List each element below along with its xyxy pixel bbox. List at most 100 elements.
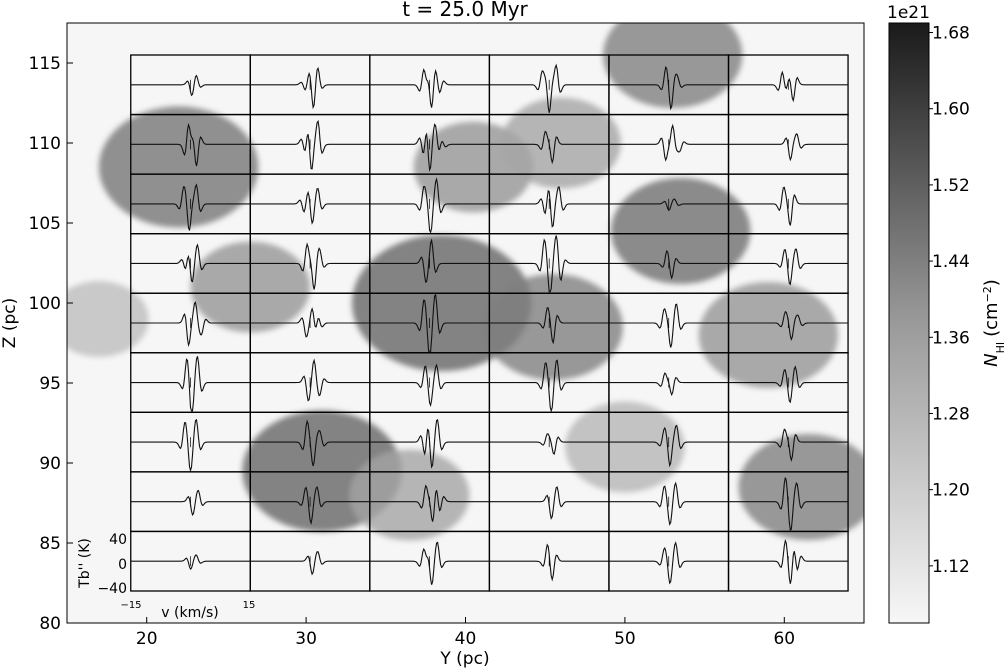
spectrum-line xyxy=(728,70,849,103)
colorbar-tick: 1.20 xyxy=(929,481,970,501)
y-tick-label: 95 xyxy=(39,374,61,394)
spectrum-line xyxy=(489,235,609,293)
spectrum-panel xyxy=(727,530,849,592)
spectrum-line xyxy=(728,538,849,584)
y-tick: 85 xyxy=(39,534,73,554)
spectrum-line xyxy=(130,356,251,412)
spectrum-line xyxy=(609,65,729,111)
colorbar-tick: 1.44 xyxy=(929,252,970,272)
spectrum-line xyxy=(369,484,490,522)
inset-y-axis-label: Tb'' (K) xyxy=(77,538,93,589)
spectrum-line xyxy=(369,238,490,284)
colorbar-label: NHI (cm−2) xyxy=(981,279,1007,367)
chart-title: t = 25.0 Myr xyxy=(402,0,528,21)
inset-y-tick-label: −40 xyxy=(97,581,127,597)
spectrum-line xyxy=(609,249,729,280)
spectrum-line xyxy=(489,543,609,582)
spectrum-line xyxy=(489,307,609,345)
spectrum-line xyxy=(489,359,609,413)
colorbar-tick: 1.28 xyxy=(929,404,970,424)
spectrum-line xyxy=(728,248,849,286)
density-blob xyxy=(610,177,751,285)
x-tick-label: 50 xyxy=(614,629,636,649)
y-tick: 100 xyxy=(29,294,73,314)
colorbar-tick-label: 1.44 xyxy=(932,252,970,272)
spectrum-line xyxy=(130,418,251,473)
spectrum-line xyxy=(130,243,251,283)
y-tick: 110 xyxy=(29,134,73,154)
inset-axis-labels: 40 0 −40 Tb'' (K) −15 15 v (km/s) xyxy=(77,532,255,621)
spectrum-line xyxy=(369,363,490,408)
density-blob xyxy=(501,97,621,189)
y-tick-label: 85 xyxy=(39,534,61,554)
density-blob xyxy=(349,449,470,541)
colorbar-tick-label: 1.60 xyxy=(932,100,970,120)
y-axis-ticks: 80 85 90 95 100 105 110 115 xyxy=(29,54,73,634)
y-axis-label: Z (pc) xyxy=(0,298,20,348)
colorbar-tick-label: 1.20 xyxy=(932,481,970,501)
colorbar-tick: 1.68 xyxy=(929,24,970,44)
spectra-panel-grid xyxy=(130,54,849,592)
spectrum-line xyxy=(609,481,729,526)
colorbar-tick: 1.60 xyxy=(929,100,970,120)
spectrum-line xyxy=(130,301,251,348)
inset-y-tick: −40 xyxy=(97,581,127,597)
inset-y-tick-label: 0 xyxy=(118,557,127,573)
spectrum-line xyxy=(369,177,490,234)
spectrum-line xyxy=(130,489,251,517)
spectrum-line xyxy=(250,358,370,402)
spectrum-line xyxy=(369,418,490,469)
spectrum-line xyxy=(489,186,609,228)
y-tick-label: 110 xyxy=(29,134,61,154)
density-blob xyxy=(698,281,839,389)
spectrum-line xyxy=(609,372,729,397)
y-tick-label: 115 xyxy=(29,54,61,74)
y-tick: 115 xyxy=(29,54,73,74)
x-tick: 20 xyxy=(136,617,158,649)
spectrum-line xyxy=(728,365,849,404)
inset-x-tick: −15 xyxy=(120,600,141,611)
colorbar-tick-label: 1.12 xyxy=(932,557,970,577)
colorbar-label-close: ) xyxy=(981,279,1002,286)
y-tick: 95 xyxy=(39,374,73,394)
density-blob xyxy=(67,281,149,357)
spectrum-line xyxy=(728,428,849,463)
spectrum-line xyxy=(728,310,849,341)
density-blob xyxy=(603,23,743,108)
inset-x-tick-label: 15 xyxy=(243,600,256,611)
spectrum-line xyxy=(489,486,609,520)
y-tick-label: 90 xyxy=(39,454,61,474)
x-tick-label: 30 xyxy=(295,629,317,649)
spectrum-line xyxy=(250,188,370,225)
inset-x-tick: 15 xyxy=(243,600,256,611)
spectrum-line xyxy=(728,186,849,226)
colorbar-gradient xyxy=(888,22,930,624)
y-tick-label: 105 xyxy=(29,214,61,234)
density-blob xyxy=(483,273,623,381)
y-tick: 80 xyxy=(39,614,73,634)
colorbar-tick-label: 1.28 xyxy=(932,404,970,424)
colorbar-tick: 1.12 xyxy=(929,557,970,577)
x-tick-label: 40 xyxy=(455,629,477,649)
colorbar-tick-label: 1.36 xyxy=(932,328,970,348)
colorbar-tick: 1.36 xyxy=(929,328,970,348)
inset-y-tick: 40 xyxy=(109,532,127,548)
density-blob xyxy=(98,106,259,228)
spectrum-line xyxy=(130,74,251,97)
density-blob xyxy=(738,434,864,540)
inset-y-tick-label: 40 xyxy=(109,532,127,548)
spectrum-line xyxy=(728,477,849,531)
spectrum-line xyxy=(369,68,490,108)
colorbar-label-units: (cm xyxy=(981,302,1002,336)
spectrum-line xyxy=(250,119,370,170)
spectrum-line xyxy=(489,63,609,113)
x-tick: 60 xyxy=(773,617,795,649)
x-tick-label: 20 xyxy=(136,629,158,649)
y-tick: 105 xyxy=(29,214,73,234)
spectrum-line xyxy=(250,66,370,110)
colorbar: 1e21 1.12 1.20 1.28 1.36 1.44 1.52 1.60 … xyxy=(887,3,1007,624)
spectrum-line xyxy=(250,306,370,338)
spectrum-line xyxy=(369,123,490,172)
spectrum-line xyxy=(250,485,370,525)
